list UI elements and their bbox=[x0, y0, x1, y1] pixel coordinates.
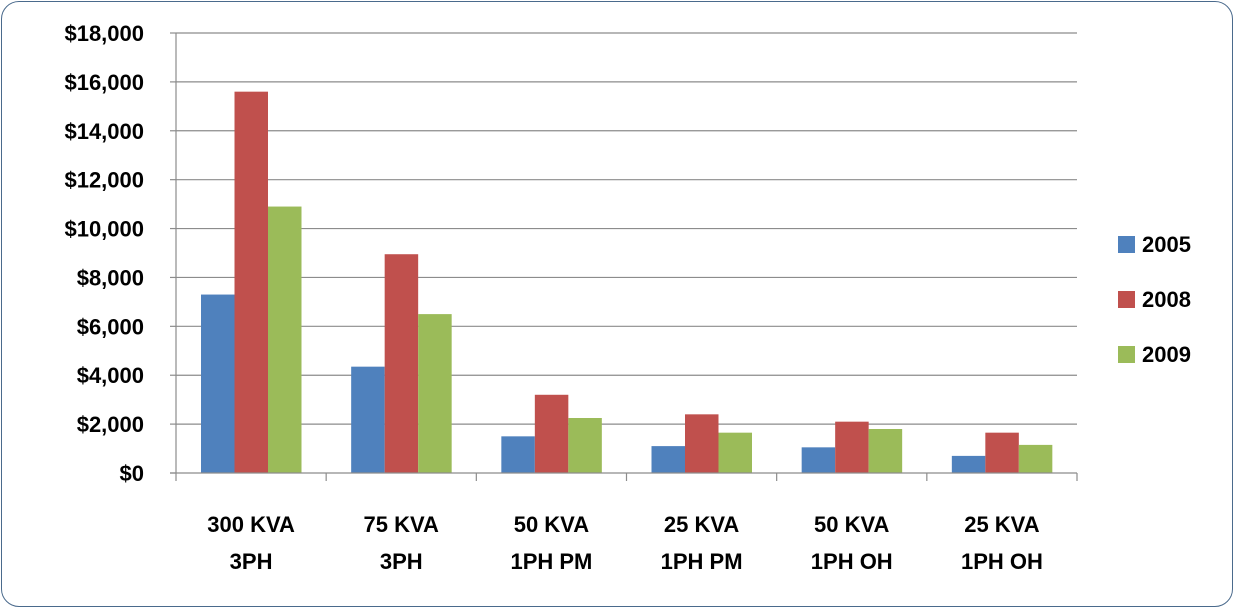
legend: 2005 2008 2009 bbox=[1118, 232, 1191, 367]
y-tick-labels: $0 $2,000 $4,000 $6,000 $8,000 $10,000 $12,000… bbox=[64, 21, 144, 486]
y-tick-label: $10,000 bbox=[64, 217, 144, 242]
x-category-label: 1PH PM bbox=[510, 549, 592, 574]
x-category-label: 25 KVA bbox=[964, 512, 1040, 537]
y-tick-label: $16,000 bbox=[64, 70, 144, 95]
legend-swatch-2005 bbox=[1118, 236, 1135, 253]
x-category-label: 1PH PM bbox=[661, 549, 743, 574]
y-tick-label: $6,000 bbox=[77, 314, 144, 339]
x-category-label: 25 KVA bbox=[664, 512, 740, 537]
bars bbox=[201, 91, 1053, 474]
bar-2005-1 bbox=[351, 366, 385, 473]
bar-2005-3 bbox=[651, 446, 685, 473]
legend-label-2005: 2005 bbox=[1142, 232, 1191, 257]
bar-2009-2 bbox=[568, 418, 602, 473]
x-category-label: 75 KVA bbox=[364, 512, 440, 537]
y-tick-label: $14,000 bbox=[64, 119, 144, 144]
bar-2005-4 bbox=[801, 447, 836, 473]
x-category-label: 3PH bbox=[380, 549, 423, 574]
x-category-label: 1PH OH bbox=[811, 549, 893, 574]
legend-swatch-2008 bbox=[1118, 291, 1135, 308]
bar-2009-1 bbox=[418, 314, 452, 473]
x-category-label: 50 KVA bbox=[814, 512, 890, 537]
y-tick-label: $2,000 bbox=[77, 412, 144, 437]
bar-2005-0 bbox=[201, 294, 235, 473]
bar-2008-5 bbox=[985, 432, 1019, 473]
axes bbox=[170, 32, 1078, 481]
y-tick-label: $0 bbox=[120, 461, 144, 486]
bar-2009-4 bbox=[868, 429, 903, 473]
y-tick-label: $4,000 bbox=[77, 363, 144, 388]
legend-label-2008: 2008 bbox=[1142, 287, 1191, 312]
gridlines bbox=[176, 32, 1077, 425]
bar-2008-4 bbox=[835, 421, 869, 473]
bar-2008-1 bbox=[384, 254, 419, 473]
bar-2005-2 bbox=[501, 436, 535, 473]
x-category-label: 50 KVA bbox=[514, 512, 590, 537]
y-tick-label: $12,000 bbox=[64, 168, 144, 193]
x-category-label: 1PH OH bbox=[961, 549, 1043, 574]
bar-2008-3 bbox=[685, 414, 719, 473]
x-category-label: 300 KVA bbox=[207, 512, 295, 537]
bar-2009-0 bbox=[268, 206, 302, 474]
bar-2009-5 bbox=[1018, 444, 1053, 473]
bar-2005-5 bbox=[951, 455, 986, 473]
legend-swatch-2009 bbox=[1118, 346, 1135, 363]
bar-2008-2 bbox=[534, 394, 569, 473]
y-tick-label: $18,000 bbox=[64, 21, 144, 46]
x-category-labels: 300 KVA 3PH 75 KVA 3PH 50 KVA 1PH PM 25 KVA 1PH… bbox=[207, 512, 1043, 574]
x-category-label: 3PH bbox=[230, 549, 273, 574]
y-tick-label: $8,000 bbox=[77, 265, 144, 290]
legend-label-2009: 2009 bbox=[1142, 342, 1191, 367]
bar-2009-3 bbox=[718, 432, 752, 473]
bar-2008-0 bbox=[234, 91, 268, 474]
